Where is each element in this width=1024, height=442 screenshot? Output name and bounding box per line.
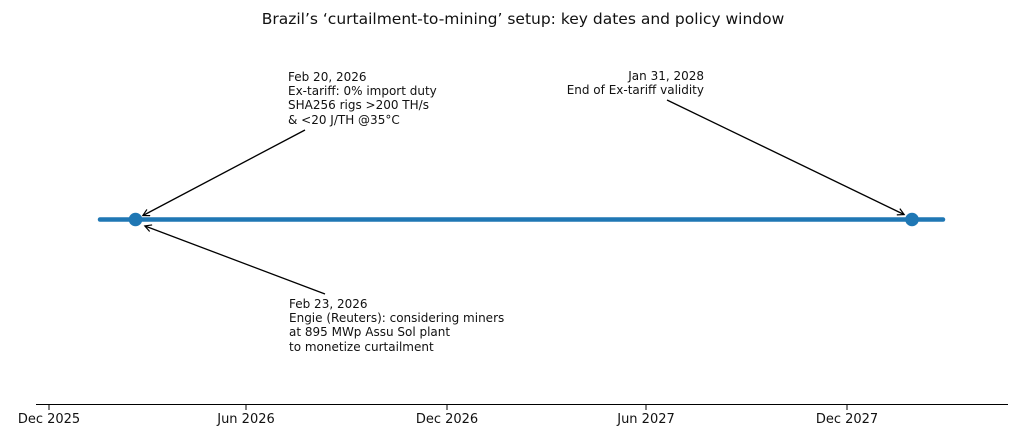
x-tick-label: Dec 2027: [815, 412, 879, 427]
arrow-ex-tariff: [143, 129, 306, 216]
annotation-line: End of Ex-tariff validity: [566, 83, 704, 98]
annotation-line: SHA256 rigs >200 TH/s: [288, 98, 429, 113]
annotation-line: Ex-tariff: 0% import duty: [288, 84, 437, 99]
annotation-line: at 895 MWp Assu Sol plant: [289, 325, 451, 340]
annotation-line: Feb 20, 2026: [288, 70, 367, 84]
x-tick-label: Jun 2026: [217, 412, 275, 427]
event-marker-jan-2028: [905, 212, 919, 227]
annotation-line: & <20 J/TH @35°C: [288, 112, 400, 127]
annotation-line: Feb 23, 2026: [289, 297, 368, 311]
x-tick-label: Jun 2027: [617, 412, 675, 427]
annotation-line: to monetize curtailment: [289, 339, 434, 354]
annotation-ex-tariff: Feb 20, 2026 Ex-tariff: 0% import duty S…: [288, 70, 437, 127]
event-marker-feb-2026: [128, 212, 143, 227]
x-tick-label: Dec 2025: [17, 412, 81, 427]
annotation-line: Engie (Reuters): considering miners: [289, 311, 505, 326]
annotation-end-validity: Jan 31, 2028 End of Ex-tariff validity: [504, 69, 704, 97]
annotation-line: Jan 31, 2028: [628, 69, 704, 83]
arrow-engie: [145, 226, 326, 295]
x-tick-label: Dec 2026: [415, 412, 479, 427]
chart-title: Brazil’s ‘curtailment-to-mining’ setup: …: [261, 10, 785, 28]
annotation-engie: Feb 23, 2026 Engie (Reuters): considerin…: [289, 297, 504, 354]
arrow-end-validity: [666, 99, 904, 215]
